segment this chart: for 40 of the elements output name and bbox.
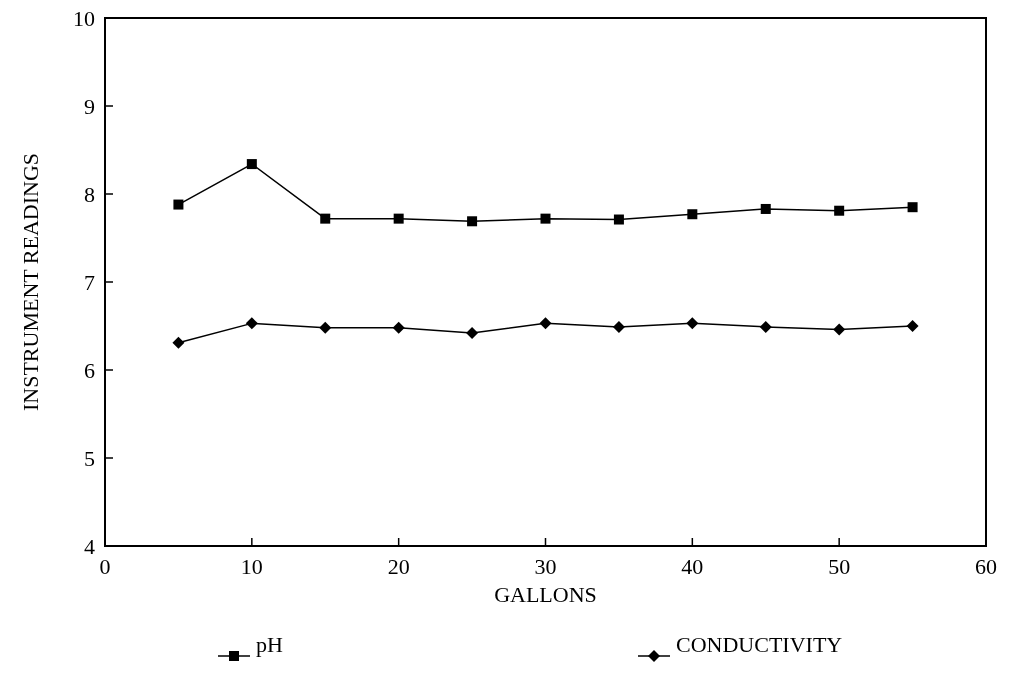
- y-tick-label: 5: [84, 445, 95, 471]
- point: [540, 213, 551, 224]
- x-tick-label: 50: [828, 554, 851, 579]
- x-tick-label: 0: [99, 554, 111, 579]
- point: [906, 320, 919, 332]
- x-axis-title: GALLONS: [494, 582, 597, 607]
- point: [245, 317, 258, 330]
- x-tick-label: 30: [534, 554, 557, 579]
- y-tick-label: 7: [84, 269, 95, 295]
- x-tick-label: 60: [975, 554, 997, 579]
- point: [834, 205, 845, 216]
- point: [173, 199, 184, 210]
- point: [760, 203, 771, 214]
- x-tick-label: 20: [387, 554, 410, 579]
- point: [759, 320, 772, 333]
- y-tick-label: 8: [84, 181, 95, 207]
- y-tick-label: 9: [84, 93, 95, 119]
- point: [393, 213, 404, 224]
- x-tick-label: 10: [240, 554, 263, 579]
- y-axis-title: INSTRUMENT READINGS: [18, 152, 43, 412]
- y-tick-label: 6: [84, 357, 95, 383]
- point: [392, 321, 405, 334]
- legend-label: pH: [256, 632, 283, 657]
- point: [907, 202, 918, 213]
- y-tick-label: 10: [73, 5, 95, 31]
- legend-label: CONDUCTIVITY: [676, 632, 843, 657]
- point: [172, 336, 185, 349]
- point: [687, 209, 698, 220]
- point: [319, 321, 332, 334]
- point: [833, 323, 846, 336]
- point: [686, 317, 699, 330]
- x-tick-label: 40: [681, 554, 704, 579]
- point: [467, 216, 478, 227]
- point: [613, 214, 624, 225]
- point: [246, 159, 257, 170]
- y-tick-label: 4: [84, 533, 95, 559]
- point: [320, 213, 331, 224]
- point: [539, 317, 552, 330]
- point: [466, 327, 479, 340]
- point: [612, 320, 625, 333]
